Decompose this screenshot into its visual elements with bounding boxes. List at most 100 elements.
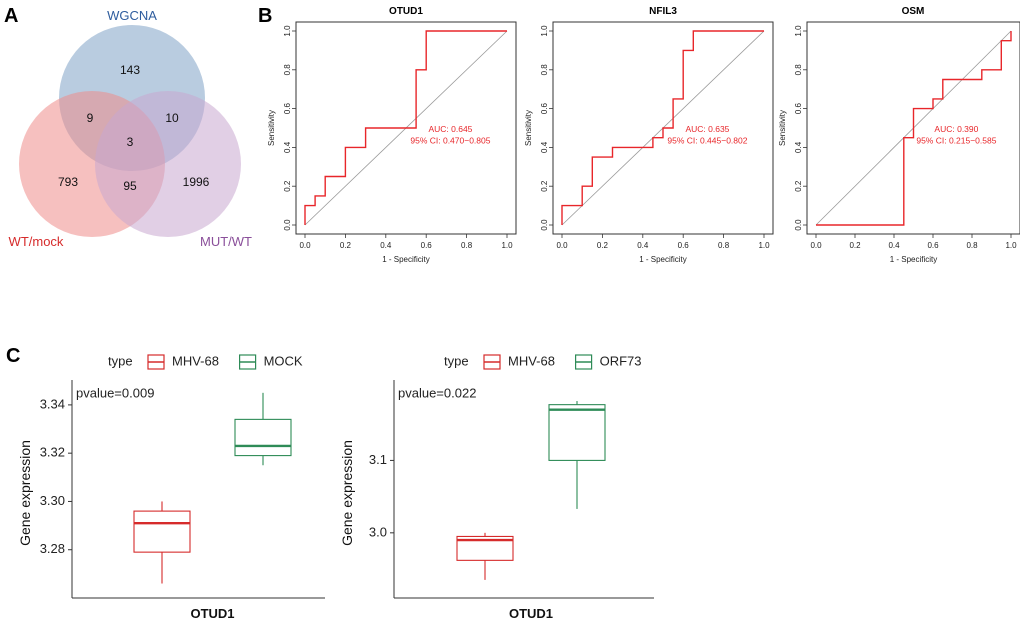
y-tick-label: 1.0 — [283, 25, 292, 37]
y-tick-label: 1.0 — [794, 25, 803, 37]
x-tick-label: 0.2 — [849, 241, 861, 250]
pvalue-label: pvalue=0.022 — [398, 385, 476, 400]
panel-letter-c: C — [6, 345, 20, 367]
y-tick-label: 0.4 — [794, 141, 803, 153]
legend-title: type — [444, 353, 469, 368]
y-tick-label: 0.8 — [283, 64, 292, 76]
x-tick-label: 0.2 — [597, 241, 609, 250]
roc-curve — [816, 31, 1012, 226]
x-tick-label: 1.0 — [758, 241, 770, 250]
x-tick-label: 0.4 — [888, 241, 900, 250]
auc-label: AUC: 0.635 — [685, 124, 729, 134]
box-mock — [234, 392, 292, 466]
box-mhv-68 — [133, 501, 191, 584]
y-tick-label: 0.0 — [540, 219, 549, 231]
y-tick-label: 0.6 — [794, 102, 803, 114]
y-tick-label: 3.28 — [40, 541, 65, 556]
x-tick-label: 0.6 — [678, 241, 690, 250]
y-axis-label: Sensitivity — [524, 110, 533, 146]
boxplot-mock: type MHV-68 MOCK 3.28 3.30 3.32 3.34 Gene expre… — [17, 353, 325, 621]
legend-title: type — [108, 353, 133, 368]
panel-letter-b: B — [258, 5, 272, 27]
panel-letter-a: A — [4, 5, 18, 27]
x-tick-label: 0.4 — [637, 241, 649, 250]
x-axis-label: 1 - Specificity — [639, 255, 687, 264]
y-tick-label: 3.32 — [40, 445, 65, 460]
y-tick-label: 0.6 — [540, 102, 549, 114]
venn-count-wgcna-mutwt: 10 — [165, 111, 179, 125]
box-iqr — [133, 510, 191, 553]
auc-label: AUC: 0.390 — [934, 124, 978, 134]
x-tick-label: 0.2 — [340, 241, 352, 250]
boxplot-orf73: type MHV-68 ORF73 3.0 3.1 Gene expression OTUD… — [339, 353, 654, 621]
x-tick-label: 0.0 — [299, 241, 311, 250]
venn-label-mutwt: MUT/WT — [200, 234, 252, 249]
venn-count-wgcna-only: 143 — [120, 63, 140, 77]
y-axis-label: Gene expression — [17, 440, 33, 546]
box-iqr — [234, 418, 292, 457]
y-tick-label: 0.4 — [283, 141, 292, 153]
venn-count-wtmock-only: 793 — [58, 175, 78, 189]
y-axis-label: Gene expression — [339, 440, 355, 546]
roc-frame — [295, 21, 517, 235]
y-tick-label: 0.0 — [283, 219, 292, 231]
x-tick-label: 1.0 — [501, 241, 513, 250]
x-axis-label: 1 - Specificity — [382, 255, 430, 264]
venn-count-all-three: 3 — [127, 135, 134, 149]
auc-label: AUC: 0.645 — [428, 124, 472, 134]
auc-ci-label: 95% CI: 0.215−0.585 — [916, 136, 996, 146]
x-tick-label: 0.6 — [421, 241, 433, 250]
x-tick-label: 0.8 — [461, 241, 473, 250]
box-iqr — [456, 535, 514, 561]
y-tick-label: 0.2 — [540, 180, 549, 192]
roc-frame — [552, 21, 774, 235]
venn-count-wgcna-wtmock: 9 — [87, 111, 94, 125]
roc-frame — [806, 21, 1020, 235]
roc-curve — [304, 30, 507, 225]
venn-label-wtmock: WT/mock — [9, 234, 64, 249]
legend-item-label: ORF73 — [600, 353, 642, 368]
box-iqr — [548, 404, 606, 461]
y-tick-label: 0.6 — [283, 102, 292, 114]
venn-count-wtmock-mutwt: 95 — [123, 179, 137, 193]
legend-item-label: MHV-68 — [172, 353, 219, 368]
x-tick-label: 0.0 — [556, 241, 568, 250]
x-tick-label: 0.6 — [927, 241, 939, 250]
roc-title: NFIL3 — [649, 6, 677, 17]
x-tick-label: 0.0 — [810, 241, 822, 250]
auc-ci-label: 95% CI: 0.470−0.805 — [410, 136, 490, 146]
venn-label-wgcna: WGCNA — [107, 8, 157, 23]
x-tick-label: 0.4 — [380, 241, 392, 250]
pvalue-label: pvalue=0.009 — [76, 385, 154, 400]
box-mhv-68 — [456, 532, 514, 580]
y-axis-label: Sensitivity — [778, 110, 787, 146]
roc-title: OSM — [902, 6, 925, 17]
box-orf73 — [548, 401, 606, 509]
y-axis-label: Sensitivity — [267, 110, 276, 146]
x-axis-label: OTUD1 — [509, 606, 553, 621]
venn-diagram: WGCNA WT/mock MUT/WT 143 9 10 3 793 95 1… — [9, 8, 252, 249]
x-tick-label: 1.0 — [1005, 241, 1017, 250]
y-tick-label: 0.2 — [283, 180, 292, 192]
y-tick-label: 0.8 — [540, 64, 549, 76]
roc-curve — [561, 30, 764, 225]
y-tick-label: 0.4 — [540, 141, 549, 153]
x-tick-label: 0.8 — [718, 241, 730, 250]
y-tick-label: 0.2 — [794, 180, 803, 192]
y-tick-label: 3.34 — [40, 396, 65, 411]
y-tick-label: 0.0 — [794, 219, 803, 231]
venn-circle-mutwt — [95, 91, 241, 237]
y-tick-label: 3.1 — [369, 452, 387, 467]
y-tick-label: 0.8 — [794, 64, 803, 76]
x-tick-label: 0.8 — [966, 241, 978, 250]
legend-item-label: MHV-68 — [508, 353, 555, 368]
roc-chart-osm: OSM 0.0 0.0 0.2 0.2 0.4 0.4 0.6 0.6 0.8 0.8 1.0 1.0 1… — [778, 6, 1020, 264]
venn-count-mutwt-only: 1996 — [183, 175, 210, 189]
roc-title: OTUD1 — [389, 6, 423, 17]
legend-item-label: MOCK — [264, 353, 303, 368]
roc-chart-nfil3: NFIL3 0.0 0.0 0.2 0.2 0.4 0.4 0.6 0.6 0.8 0.8 1.0 1.… — [524, 6, 774, 264]
y-tick-label: 1.0 — [540, 25, 549, 37]
y-tick-label: 3.0 — [369, 524, 387, 539]
auc-ci-label: 95% CI: 0.445−0.802 — [667, 136, 747, 146]
